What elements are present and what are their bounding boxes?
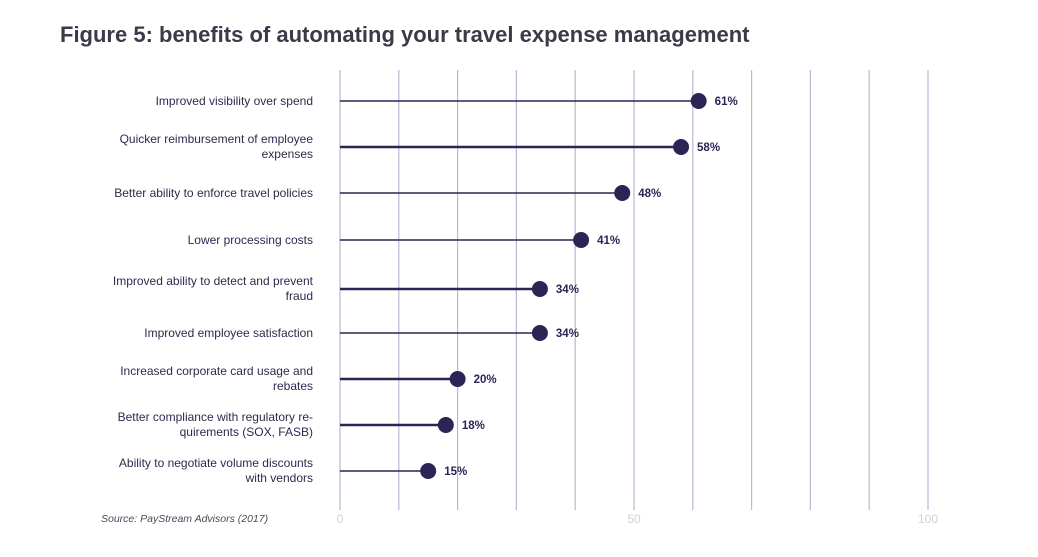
lollipop-dot (573, 232, 590, 248)
data-label: 58% (697, 142, 720, 154)
x-tick-label: 50 (627, 512, 641, 526)
data-label: 34% (556, 284, 579, 296)
source-note: Source: PayStream Advisors (2017) (101, 513, 269, 525)
category-label-line: with vendors (245, 471, 313, 485)
category-label: Better compliance with regulatory re-qui… (60, 410, 313, 440)
lollipop-dot (531, 281, 548, 297)
category-label: Improved visibility over spend (60, 94, 313, 109)
category-label-line: Better ability to enforce travel policie… (114, 185, 313, 200)
category-label-line: Ability to negotiate volume discounts (118, 456, 313, 470)
data-label: 34% (556, 328, 579, 340)
data-label: 41% (597, 235, 620, 247)
lollipop-dot (420, 463, 437, 479)
category-label: Increased corporate card usage and rebate… (60, 364, 313, 394)
data-label: 61% (715, 96, 738, 108)
data-label: 48% (638, 188, 661, 200)
x-tick-label: 100 (918, 512, 938, 526)
category-label: Lower processing costs (60, 233, 313, 248)
category-label: Better ability to enforce travel policie… (60, 186, 313, 201)
category-label-line: quirements (SOX, FASB) (179, 425, 313, 439)
lollipop-dot (614, 185, 631, 201)
category-label-line: rebates (272, 379, 313, 393)
category-label-line: Increased corporate card usage and (120, 364, 313, 378)
category-label-line: fraud (285, 289, 313, 303)
chart-title: Figure 5: benefits of automating your tr… (60, 22, 750, 47)
data-label: 20% (474, 374, 497, 386)
category-label-line: Improved visibility over spend (155, 93, 313, 108)
category-label-line: Better compliance with regulatory re- (117, 410, 313, 424)
lollipop-dot (673, 139, 690, 155)
category-label: Improved employee satisfaction (60, 326, 313, 341)
category-label-line: Improved employee satisfaction (144, 325, 313, 340)
x-tick-label: 0 (337, 512, 344, 526)
lollipop-dot (437, 417, 454, 433)
category-label-line: Quicker reimbursement of employee (119, 132, 313, 146)
category-label: Ability to negotiate volume discounts wit… (60, 456, 313, 486)
category-label: Quicker reimbursement of employee expense… (60, 132, 313, 162)
lollipop-dot (449, 371, 466, 387)
lollipop-dot (531, 325, 548, 341)
category-label-line: Lower processing costs (187, 232, 313, 247)
data-label: 18% (462, 420, 485, 432)
category-label-line: Improved ability to detect and prevent (112, 274, 313, 288)
category-label: Improved ability to detect and prevent fr… (60, 274, 313, 304)
lollipop-dot (690, 93, 707, 109)
category-label-line: expenses (261, 147, 313, 161)
data-label: 15% (444, 466, 467, 478)
